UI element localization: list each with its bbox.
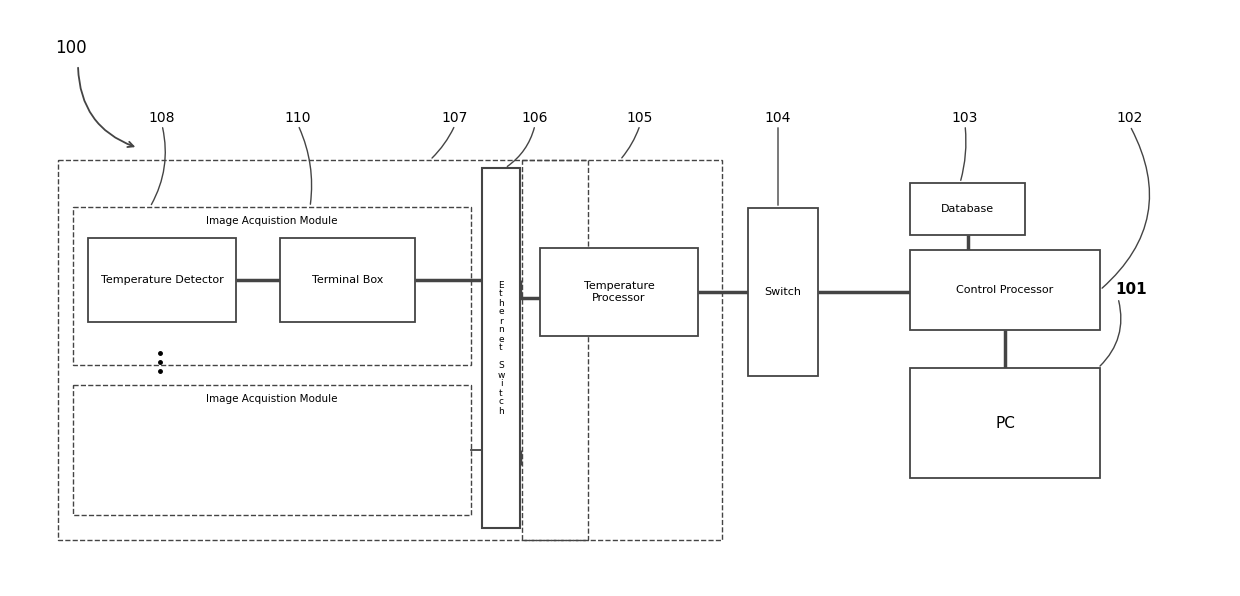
- Text: Image Acquistion Module: Image Acquistion Module: [206, 394, 337, 404]
- Text: Temperature Detector: Temperature Detector: [100, 275, 223, 285]
- Text: 103: 103: [952, 111, 978, 125]
- Text: 105: 105: [626, 111, 653, 125]
- Text: 104: 104: [765, 111, 791, 125]
- Text: Terminal Box: Terminal Box: [311, 275, 383, 285]
- Text: 110: 110: [285, 111, 311, 125]
- FancyBboxPatch shape: [910, 183, 1025, 235]
- FancyBboxPatch shape: [482, 168, 520, 528]
- Text: E
t
h
e
r
n
e
t
 
S
w
i
t
c
h: E t h e r n e t S w i t c h: [497, 281, 505, 415]
- Text: Switch: Switch: [765, 287, 801, 297]
- Text: 102: 102: [1117, 111, 1143, 125]
- Text: 100: 100: [55, 39, 87, 57]
- FancyBboxPatch shape: [910, 250, 1100, 330]
- Text: Temperature
Processor: Temperature Processor: [584, 281, 655, 303]
- Text: Database: Database: [941, 204, 994, 214]
- Text: PC: PC: [994, 415, 1014, 430]
- Text: Control Processor: Control Processor: [956, 285, 1054, 295]
- Text: 108: 108: [149, 111, 175, 125]
- Text: 107: 107: [441, 111, 469, 125]
- FancyBboxPatch shape: [539, 248, 698, 336]
- FancyBboxPatch shape: [280, 238, 415, 322]
- FancyBboxPatch shape: [88, 238, 236, 322]
- Text: Image Acquistion Module: Image Acquistion Module: [206, 216, 337, 226]
- Text: 106: 106: [522, 111, 548, 125]
- FancyBboxPatch shape: [910, 368, 1100, 478]
- Text: 101: 101: [1115, 283, 1147, 297]
- FancyBboxPatch shape: [748, 208, 818, 376]
